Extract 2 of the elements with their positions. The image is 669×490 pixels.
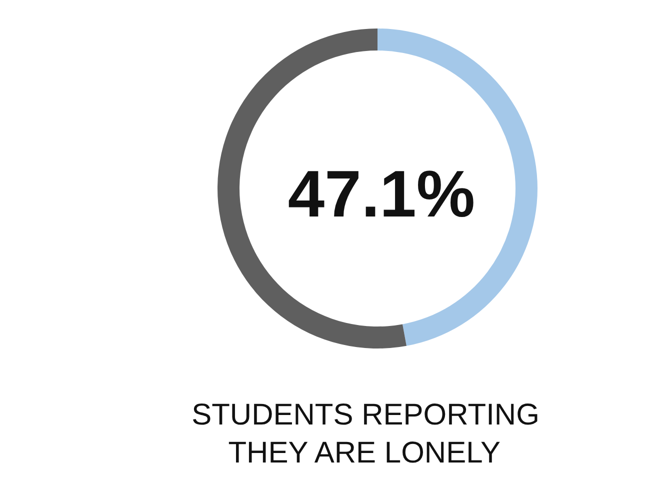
data-label: 47.1% xyxy=(288,156,476,230)
text: STUDENTS REPORTING THEY ARE LONELY xyxy=(192,398,540,470)
